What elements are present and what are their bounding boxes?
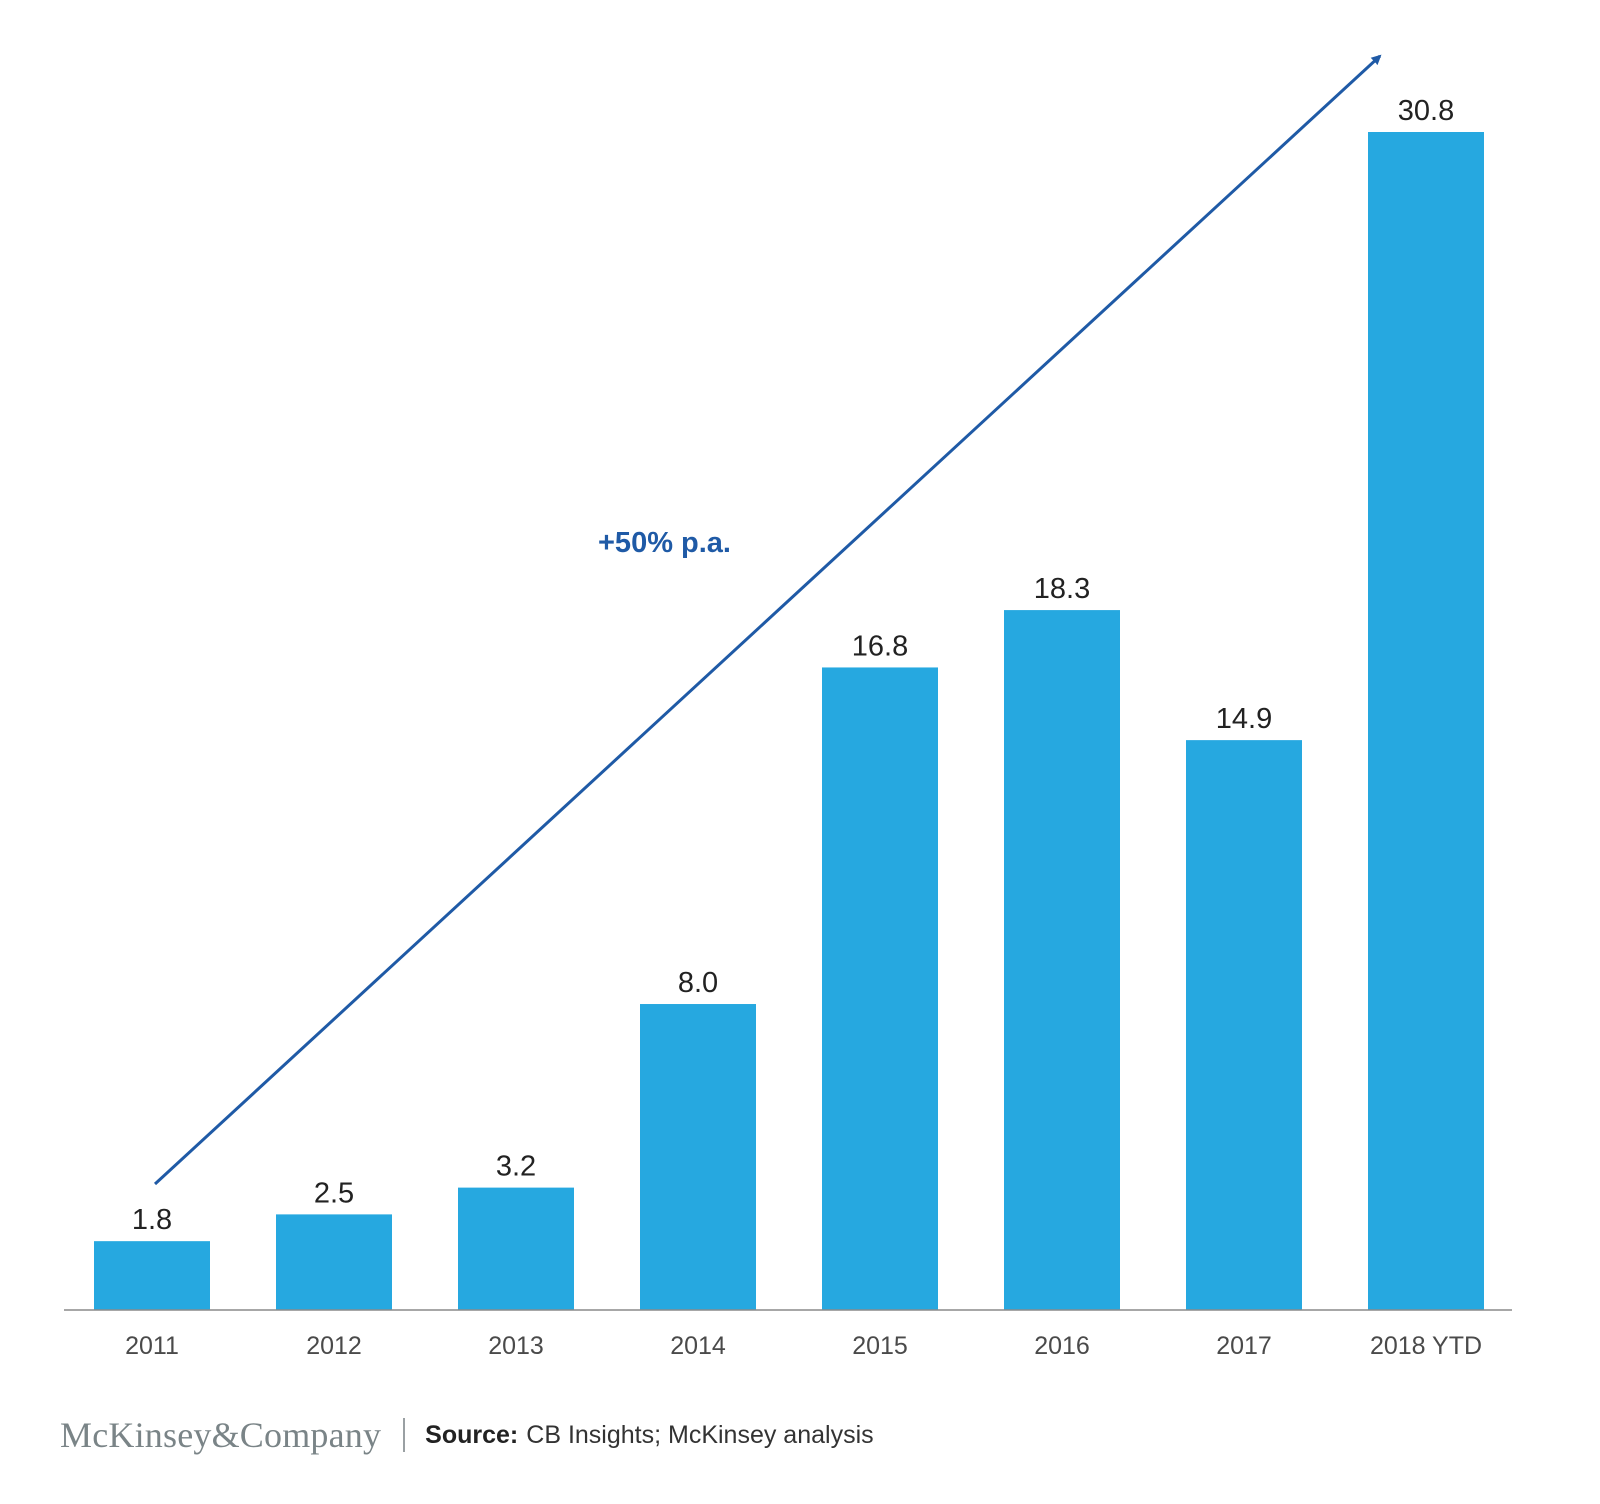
bar-2016	[1004, 610, 1120, 1310]
value-labels-group: 1.8 2.5 3.2 8.0 16.8 18.3 14.9 30.8	[132, 95, 1454, 1236]
bar-2018-ytd	[1368, 132, 1484, 1310]
value-label-2017: 14.9	[1216, 703, 1272, 735]
bar-2011	[94, 1241, 210, 1310]
value-label-2015: 16.8	[852, 630, 908, 662]
value-label-2016: 18.3	[1034, 573, 1090, 605]
bar-2015	[822, 667, 938, 1310]
x-tick-label-2012: 2012	[306, 1332, 362, 1360]
x-tick-label-2013: 2013	[488, 1332, 544, 1360]
x-tick-label-2011: 2011	[125, 1332, 179, 1360]
growth-trend-arrow	[153, 54, 1382, 1186]
value-label-2013: 3.2	[496, 1151, 536, 1183]
bar-2013	[458, 1187, 574, 1310]
footer-separator	[403, 1418, 406, 1452]
growth-annotation: +50% p.a.	[598, 527, 731, 559]
bar-2012	[276, 1214, 392, 1310]
x-tick-label-2014: 2014	[670, 1332, 726, 1360]
bars-group	[94, 132, 1484, 1310]
value-label-2012: 2.5	[314, 1177, 354, 1209]
bar-chart: 1.82.53.28.016.818.314.930.8 2011 2012 201…	[64, 54, 1512, 1360]
value-label-2011: 1.8	[132, 1204, 172, 1236]
source-label: Source:	[425, 1420, 519, 1449]
x-tick-label-2015: 2015	[852, 1332, 908, 1360]
bar-2014	[640, 1004, 756, 1310]
bar-2017	[1186, 740, 1302, 1310]
value-label-2018-ytd: 30.8	[1398, 95, 1454, 127]
brand-logo: McKinsey&Company	[60, 1415, 382, 1455]
x-tick-label-2017: 2017	[1216, 1332, 1272, 1360]
x-tick-labels-group: 2011 2012 2013 2014 2015 2016 2017 2018 YTD	[125, 1332, 1482, 1360]
x-tick-label-2016: 2016	[1034, 1332, 1090, 1360]
source-text: CB Insights; McKinsey analysis	[526, 1420, 874, 1449]
x-tick-label-2018-ytd: 2018 YTD	[1370, 1332, 1482, 1360]
value-label-2014: 8.0	[678, 967, 718, 999]
footer: McKinsey&Company Source: CB Insights; Mc…	[60, 1410, 874, 1460]
